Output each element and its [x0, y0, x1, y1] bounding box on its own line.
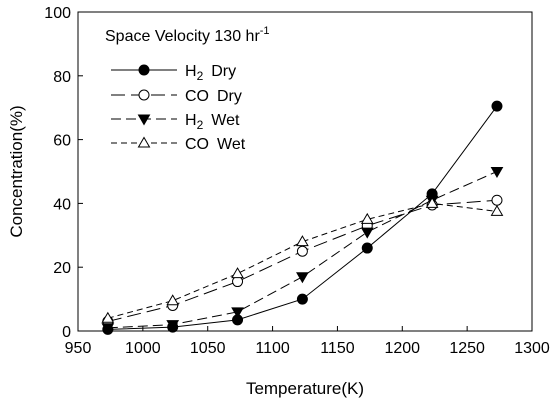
legend-item: H2 Dry — [111, 63, 236, 83]
data-point — [101, 323, 115, 335]
series-co-dry — [102, 194, 503, 327]
x-tick-label: 1250 — [449, 340, 485, 357]
x-tick-label: 1100 — [255, 340, 290, 357]
series-layer — [101, 100, 504, 335]
y-tick-label: 80 — [53, 69, 71, 86]
legend-label-main: H — [185, 63, 197, 80]
legend-label-tail: Dry — [217, 88, 242, 105]
plot-frame — [77, 11, 533, 332]
legend-label-tail: Wet — [217, 136, 246, 153]
series-h2-wet — [101, 167, 504, 335]
data-point — [231, 307, 244, 319]
data-point — [425, 196, 439, 208]
legend-marker — [138, 89, 150, 101]
legend-label: H2 Dry — [185, 63, 236, 83]
x-axis-title: Temperature(K) — [246, 379, 364, 398]
data-point — [231, 267, 244, 279]
legend-label: H2 Wet — [185, 112, 240, 132]
x-tick-label: 1150 — [320, 340, 355, 357]
legend-marker — [137, 136, 151, 148]
data-point — [296, 272, 309, 284]
data-point — [296, 293, 308, 305]
data-point — [101, 311, 115, 323]
legend-item: H2 Wet — [111, 112, 240, 132]
series-co-wet — [101, 196, 504, 323]
data-point — [360, 212, 374, 224]
y-tick-label: 20 — [53, 260, 71, 277]
y-tick-label: 40 — [53, 196, 71, 213]
data-point — [491, 194, 503, 206]
data-point — [360, 227, 374, 239]
data-point — [166, 294, 180, 306]
x-tick-label: 1200 — [384, 340, 420, 357]
data-point — [166, 320, 180, 332]
x-tick-label: 950 — [65, 340, 92, 357]
legend-label-tail: Wet — [211, 112, 240, 129]
legend-label: CO Wet — [185, 136, 246, 153]
legend-label-main: H — [185, 112, 197, 129]
legend-title: Space Velocity 130 hr-1 — [105, 25, 270, 45]
legend-marker — [137, 114, 151, 126]
y-tick-label: 60 — [53, 133, 71, 150]
y-tick-label: 0 — [62, 324, 71, 341]
legend-label-main: CO — [185, 88, 209, 105]
x-tick-label: 1300 — [514, 340, 550, 357]
legend-label-sub: 2 — [197, 69, 204, 83]
legend-label-main: CO — [185, 136, 209, 153]
legend-label-sub: 2 — [197, 118, 204, 132]
data-point — [490, 204, 504, 216]
y-tick-label: 100 — [44, 5, 71, 22]
data-point — [361, 242, 373, 254]
x-tick-label: 1000 — [125, 340, 161, 357]
legend-title-superscript: -1 — [260, 25, 270, 37]
data-point — [296, 245, 308, 257]
data-point — [296, 235, 309, 247]
data-point — [491, 100, 503, 112]
legend-title-text: Space Velocity 130 hr — [105, 28, 260, 45]
legend-item: CO Wet — [111, 136, 246, 153]
series-h2-dry — [102, 100, 503, 335]
legend-marker — [138, 64, 150, 76]
data-point — [490, 167, 504, 178]
axes: 950 1000 1050 1100 1150 1200 1250 1300 0 20 40 60 80… — [44, 5, 550, 357]
y-axis-title: Concentration(%) — [7, 105, 26, 237]
legend-label: CO Dry — [185, 88, 242, 105]
x-tick-label: 1050 — [190, 340, 226, 357]
legend-item: CO Dry — [111, 88, 242, 105]
legend-label-tail: Dry — [211, 63, 236, 80]
